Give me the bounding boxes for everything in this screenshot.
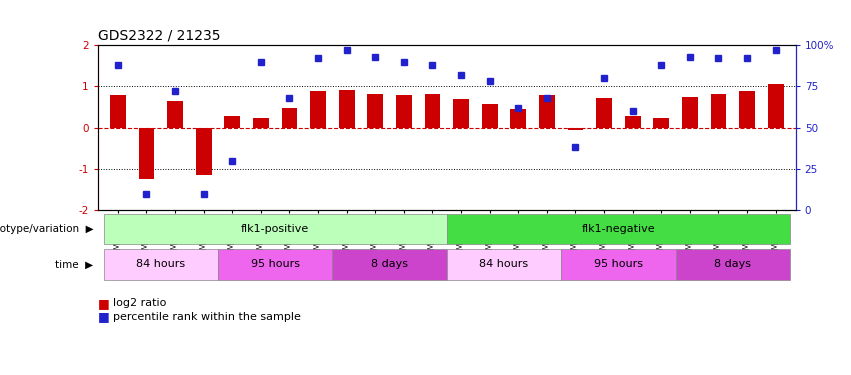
Text: 8 days: 8 days (371, 260, 408, 269)
Bar (396, 95, 412, 128)
Bar (597, 98, 612, 128)
Bar (218, 249, 333, 280)
Bar (311, 91, 326, 128)
Bar (454, 99, 469, 128)
Text: 84 hours: 84 hours (136, 260, 186, 269)
Text: percentile rank within the sample: percentile rank within the sample (113, 312, 301, 321)
Bar (368, 94, 383, 128)
Bar (282, 108, 297, 128)
Bar (196, 128, 212, 175)
Text: genotype/variation  ▶: genotype/variation ▶ (0, 224, 94, 234)
Bar (482, 104, 498, 128)
Text: 8 days: 8 days (714, 260, 751, 269)
Bar (253, 118, 269, 128)
Bar (425, 94, 440, 128)
Text: GDS2322 / 21235: GDS2322 / 21235 (98, 28, 220, 42)
Text: flk1-negative: flk1-negative (581, 224, 655, 234)
Bar (654, 118, 669, 128)
Bar (104, 214, 447, 244)
Text: flk1-positive: flk1-positive (241, 224, 309, 234)
Bar (447, 249, 561, 280)
Bar (139, 128, 154, 179)
Bar (339, 90, 355, 128)
Text: time  ▶: time ▶ (55, 260, 94, 269)
Bar (768, 84, 784, 128)
Bar (625, 116, 641, 128)
Bar (333, 249, 447, 280)
Text: log2 ratio: log2 ratio (113, 298, 167, 308)
Bar (225, 116, 240, 128)
Bar (676, 249, 790, 280)
Text: 95 hours: 95 hours (594, 260, 643, 269)
Text: ■: ■ (98, 297, 110, 310)
Bar (110, 95, 126, 128)
Bar (539, 94, 555, 128)
Bar (740, 91, 755, 128)
Bar (104, 249, 218, 280)
Bar (511, 109, 526, 128)
Text: 95 hours: 95 hours (251, 260, 300, 269)
Bar (711, 94, 727, 128)
Bar (447, 214, 790, 244)
Text: 84 hours: 84 hours (479, 260, 528, 269)
Bar (167, 101, 183, 128)
Bar (568, 128, 583, 130)
Bar (682, 97, 698, 128)
Text: ■: ■ (98, 310, 110, 323)
Bar (561, 249, 676, 280)
